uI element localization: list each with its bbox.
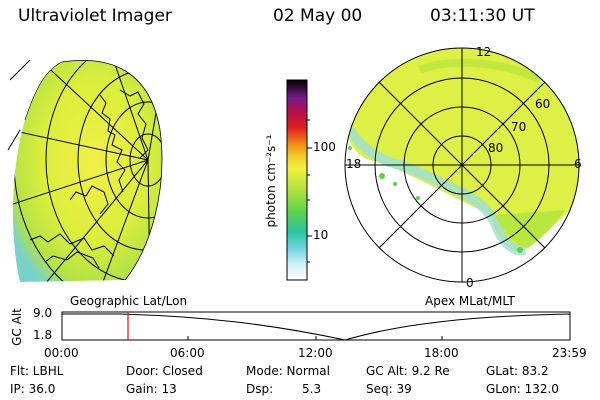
status-flt: Flt: LBHL: [10, 364, 64, 378]
status-door: Door: Closed: [126, 364, 203, 378]
status-gc-alt: GC Alt: 9.2 Re: [366, 364, 450, 378]
mlt-label-18: 18: [346, 157, 362, 171]
mlt-label-0: 0: [466, 276, 474, 290]
altitude-ylabel: GC Alt: [10, 308, 24, 346]
lat-label-60: 60: [535, 97, 551, 111]
mlt-label-12: 12: [476, 45, 492, 59]
altitude-ytick-top: 9.0: [33, 306, 53, 320]
xtick-1800: 18:00: [424, 346, 459, 360]
colorbar-unit-label: photon cm⁻²s⁻¹: [264, 134, 278, 228]
lat-label-80: 80: [488, 141, 504, 155]
status-ip: IP: 36.0: [10, 382, 56, 396]
status-seq: Seq: 39: [366, 382, 412, 396]
mlt-label-6: 6: [574, 157, 582, 171]
status-glon: GLon: 132.0: [486, 382, 559, 396]
altitude-ytick-bottom: 1.8: [33, 328, 53, 342]
xtick-0000: 00:00: [44, 346, 79, 360]
status-mode: Mode: Normal: [246, 364, 330, 378]
geographic-map: [7, 59, 163, 282]
colorbar: [286, 79, 312, 281]
apex-label: Apex MLat/MLT: [425, 294, 515, 308]
altitude-plot: [61, 311, 571, 341]
instrument-title: Ultraviolet Imager: [18, 6, 172, 26]
status-dsp-value: 5.3: [302, 382, 322, 396]
status-glat: GLat: 83.2: [486, 364, 549, 378]
status-dsp-label: Dsp:: [246, 382, 274, 396]
polar-plot: [344, 47, 580, 283]
xtick-0600: 06:00: [170, 346, 205, 360]
xtick-2359: 23:59: [552, 346, 587, 360]
colorbar-tick-100: 100: [313, 140, 336, 154]
lat-label-70: 70: [511, 120, 527, 134]
time-label: 03:11:30 UT: [430, 6, 535, 26]
xtick-1200: 12:00: [298, 346, 333, 360]
colorbar-tick-10: 10: [313, 228, 329, 242]
date-label: 02 May 00: [273, 6, 363, 26]
status-gain: Gain: 13: [126, 382, 177, 396]
geographic-label: Geographic Lat/Lon: [70, 294, 188, 308]
